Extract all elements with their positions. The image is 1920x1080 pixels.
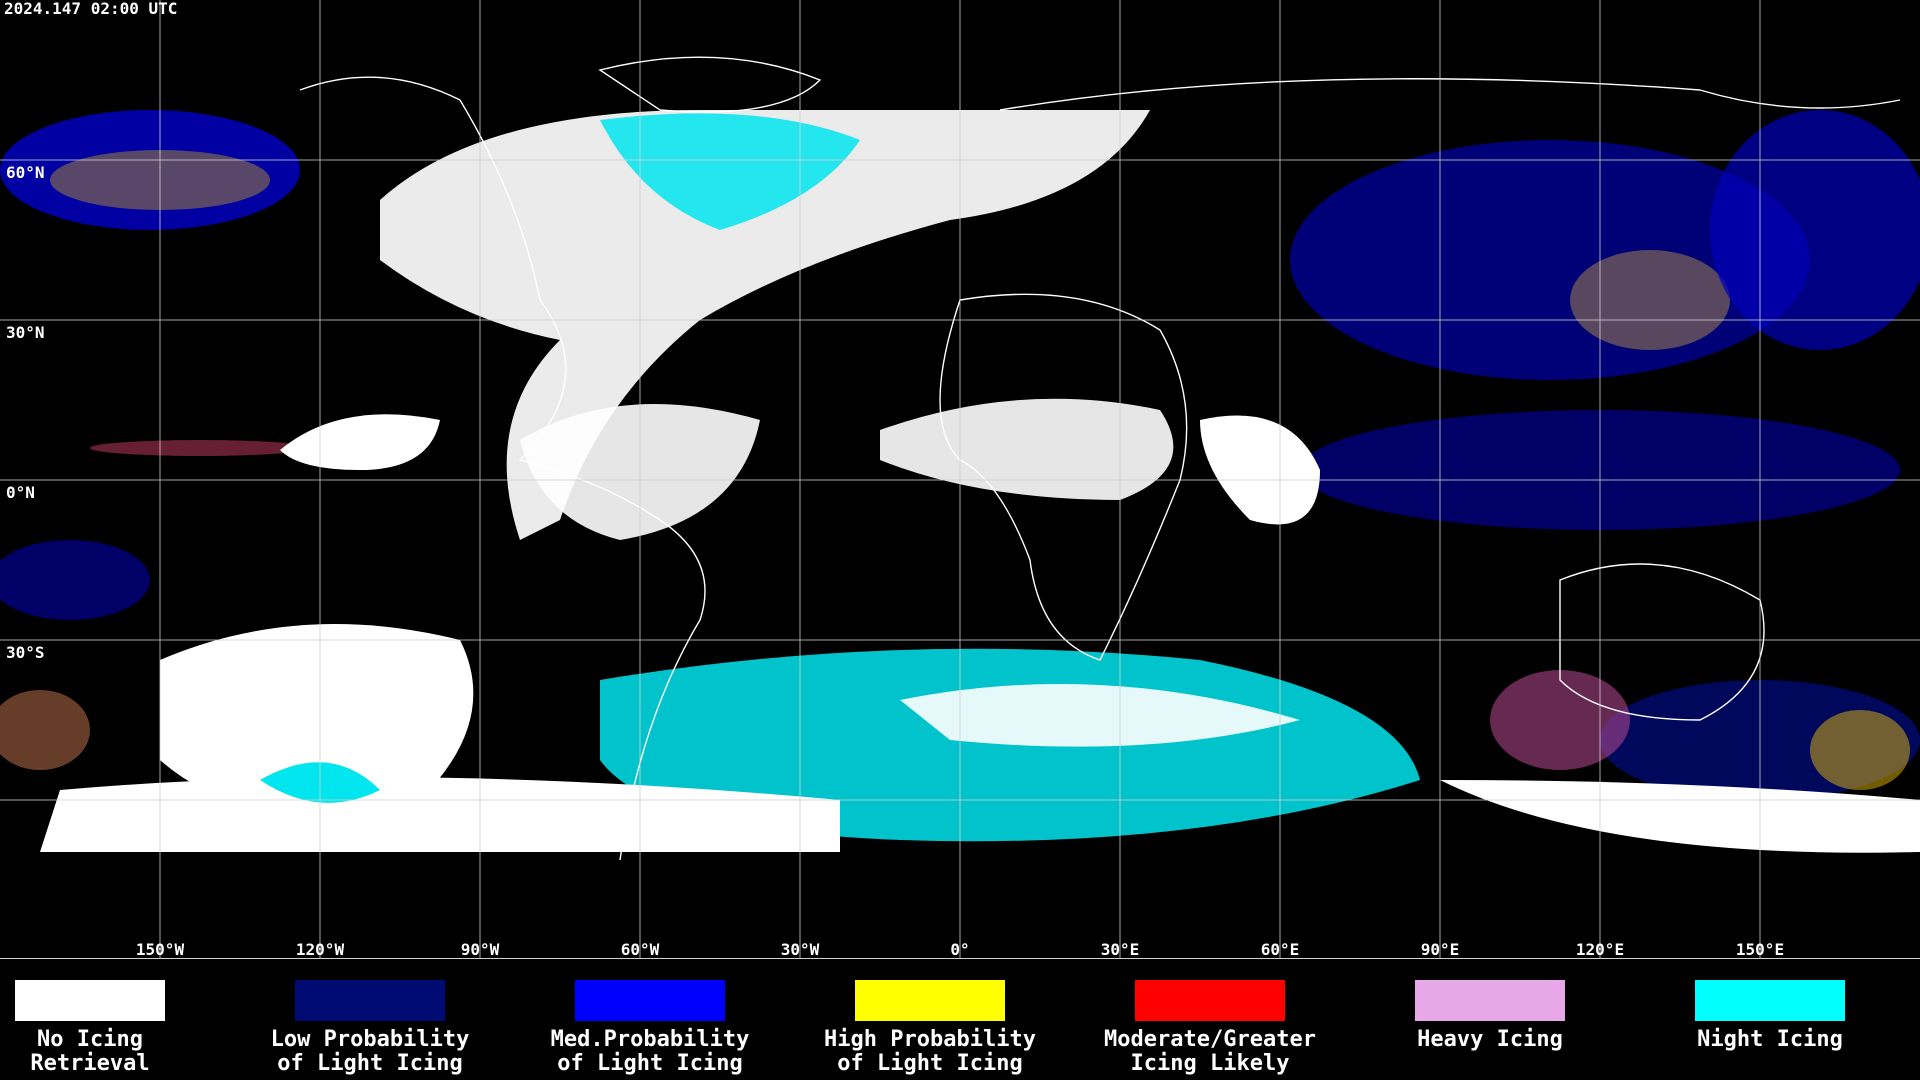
lat-label: 30°S [6,643,45,662]
satellite-imagery [0,56,1920,861]
coastline [598,56,822,113]
legend-label: Icing Likely [1131,1051,1290,1076]
legend-swatch [1135,980,1285,1021]
legend-swatch [1695,980,1845,1021]
icing-field [1710,110,1920,350]
map-border [0,958,1920,959]
lon-label: 0° [950,940,969,959]
lat-label: 0°N [6,483,35,502]
lon-label: 150°E [1736,940,1784,959]
night-icing-field [600,648,1420,842]
lon-label: 60°W [621,940,660,959]
legend-swatch [575,980,725,1021]
icing-field [0,690,90,770]
legend-swatch [1415,980,1565,1021]
lon-label: 120°W [296,940,345,959]
lon-label: 90°E [1421,940,1460,959]
legend-label: High Probability [824,1027,1036,1052]
lon-label: 30°W [781,940,820,959]
cloud-field [900,684,1300,747]
lon-label: 90°W [461,940,500,959]
cloud-field [880,398,1174,500]
timestamp: 2024.147 02:00 UTC [4,0,177,18]
lon-label: 150°W [136,940,185,959]
legend-label: Low Probability [271,1027,470,1052]
legend-label: of Light Icing [557,1051,742,1076]
icing-field [1570,250,1730,350]
legend-swatch [295,980,445,1021]
cloud-field [160,624,474,814]
legend-label: of Light Icing [277,1051,462,1076]
lon-label: 30°E [1101,940,1140,959]
coastline [299,76,706,861]
icing-field [0,110,300,230]
icing-field [0,540,150,620]
legend-label: Night Icing [1697,1027,1843,1052]
legend-label: Heavy Icing [1417,1027,1563,1052]
legend-label: Moderate/Greater [1104,1027,1316,1052]
cloud-field [1440,780,1920,853]
coastline [1559,563,1765,721]
graticule [0,0,1920,958]
legend-label: Med.Probability [551,1027,750,1052]
lat-label: 60°N [6,163,45,182]
legend-swatch [15,980,165,1021]
legend-label: Retrieval [30,1051,149,1076]
lon-label: 60°E [1261,940,1300,959]
night-icing-field [600,113,860,230]
icing-field [90,440,310,456]
graticule-labels: 150°W 120°W 90°W 60°W 30°W 0° 30°E 60°E 90°E 120°… [6,163,1784,959]
legend-label: No Icing [37,1027,143,1052]
cloud-field [1200,415,1320,525]
icing-field [1490,670,1630,770]
coastline [999,78,1901,111]
icing-field [1810,710,1910,790]
lat-label: 30°N [6,323,45,342]
legend-swatch [855,980,1005,1021]
legend-label: of Light Icing [837,1051,1022,1076]
lon-label: 120°E [1576,940,1624,959]
